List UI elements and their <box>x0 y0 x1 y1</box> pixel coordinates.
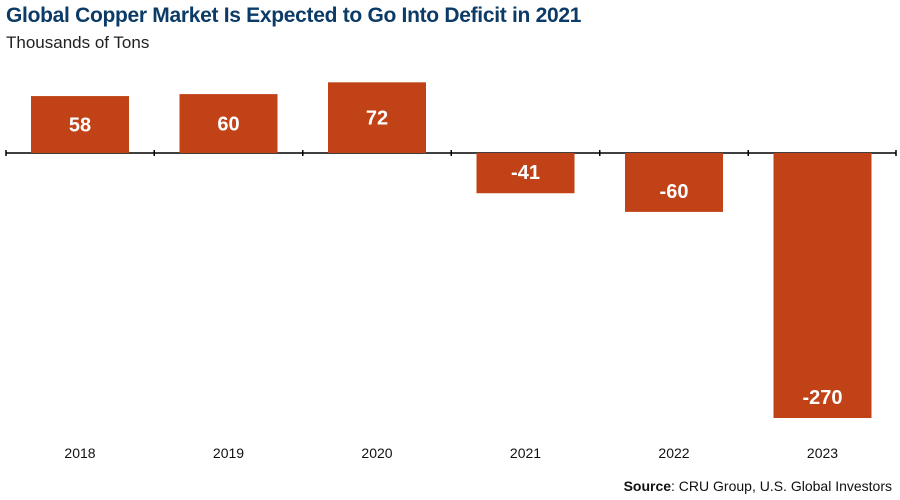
bar-2022 <box>625 153 723 212</box>
bar-2020 <box>328 82 426 153</box>
bar-2018 <box>31 96 129 153</box>
data-label-2018: 58 <box>69 115 91 137</box>
data-label-2023: -270 <box>802 387 842 409</box>
chart-title: Global Copper Market Is Expected to Go I… <box>6 4 582 27</box>
data-label-2019: 60 <box>217 114 239 136</box>
x-tick-label-2018: 2018 <box>64 445 95 461</box>
x-tick-label-2023: 2023 <box>807 445 838 461</box>
bar-2023 <box>773 153 872 419</box>
data-label-2021: -41 <box>511 162 540 184</box>
source-text: : CRU Group, U.S. Global Investors <box>671 478 892 494</box>
bar-2021 <box>476 153 575 194</box>
chart-subtitle: Thousands of Tons <box>6 33 150 52</box>
bar-2019 <box>179 94 278 153</box>
source-note: Source: CRU Group, U.S. Global Investors <box>624 478 892 494</box>
data-label-2020: 72 <box>366 108 388 130</box>
x-tick-label-2019: 2019 <box>213 445 244 461</box>
data-label-2022: -60 <box>660 181 689 203</box>
x-tick-label-2021: 2021 <box>510 445 541 461</box>
source-label: Source <box>623 478 672 494</box>
x-tick-label-2022: 2022 <box>658 445 689 461</box>
x-tick-label-2020: 2020 <box>361 445 392 461</box>
